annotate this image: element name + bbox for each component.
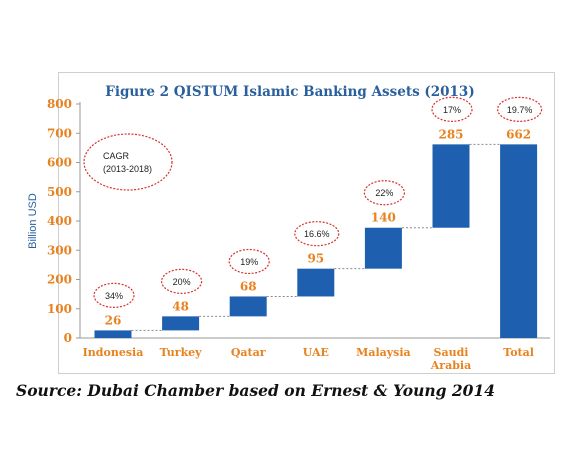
data-label: 26 <box>105 313 122 327</box>
cagr-label: 19% <box>240 257 258 267</box>
bar-total <box>500 144 538 338</box>
cagr-label: 22% <box>375 188 393 198</box>
x-tick-label: Malaysia <box>356 346 411 359</box>
y-tick-label: 100 <box>47 302 72 316</box>
data-label: 95 <box>307 252 324 266</box>
y-tick-label: 200 <box>47 273 72 287</box>
x-tick-label: Turkey <box>160 346 203 359</box>
data-label: 68 <box>240 279 257 293</box>
cagr-label: 20% <box>173 277 191 287</box>
data-label: 285 <box>438 127 463 141</box>
bar-qatar <box>229 296 267 317</box>
cagr-ellipse <box>93 282 135 308</box>
cagr-note-ellipse <box>83 133 173 191</box>
cagr-ellipse <box>363 180 405 206</box>
data-label: 140 <box>371 211 396 225</box>
x-tick-label: Total <box>503 346 534 359</box>
bar-malaysia <box>364 227 402 269</box>
bar-saudi-arabia <box>432 144 470 228</box>
cagr-label: 34% <box>105 291 123 301</box>
chart-title: Figure 2 QISTUM Islamic Banking Assets (… <box>105 84 474 100</box>
data-label: 48 <box>172 299 189 313</box>
cagr-label: 17% <box>443 105 461 115</box>
cagr-note-text: (2013-2018) <box>103 164 152 174</box>
x-tick-label: Saudi <box>434 346 469 359</box>
x-tick-label: Qatar <box>231 346 266 359</box>
bar-indonesia <box>94 330 132 338</box>
data-label: 662 <box>506 127 531 141</box>
cagr-label: 19.7% <box>507 105 533 115</box>
x-tick-label: Indonesia <box>83 346 144 359</box>
source-caption: Source: Dubai Chamber based on Ernest & … <box>16 381 496 400</box>
y-tick-label: 600 <box>47 156 72 170</box>
y-tick-label: 500 <box>47 185 72 199</box>
x-tick-label: UAE <box>303 346 329 359</box>
cagr-ellipse <box>294 221 340 247</box>
cagr-ellipse <box>228 248 270 275</box>
bar-turkey <box>162 316 200 331</box>
cagr-label: 16.6% <box>304 229 330 239</box>
cagr-ellipse <box>161 268 203 294</box>
cagr-note-text: CAGR <box>103 151 130 161</box>
y-tick-label: 400 <box>47 214 72 228</box>
bar-uae <box>297 268 335 297</box>
cagr-ellipse <box>496 96 543 122</box>
y-tick-label: 800 <box>47 97 72 111</box>
y-tick-label: 0 <box>64 331 72 345</box>
y-tick-label: 700 <box>47 126 72 140</box>
y-tick-label: 300 <box>47 243 72 257</box>
y-axis-label: Billion USD <box>27 193 39 249</box>
x-tick-label: Arabia <box>430 359 471 372</box>
cagr-ellipse <box>431 96 473 122</box>
